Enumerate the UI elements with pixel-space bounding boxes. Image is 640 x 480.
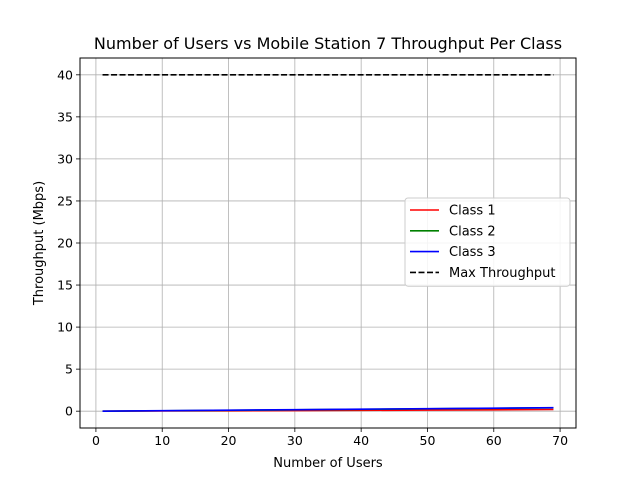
x-tick-label: 0	[92, 433, 100, 448]
y-tick-label: 5	[65, 362, 73, 377]
x-tick-label: 10	[154, 433, 170, 448]
y-tick-label: 40	[57, 67, 73, 82]
x-tick-label: 40	[353, 433, 369, 448]
legend-label: Max Throughput	[449, 266, 556, 281]
y-tick-label: 35	[57, 109, 73, 124]
legend-label: Class 3	[449, 245, 496, 260]
axis-ticks: 0 10 20 30 40 50 60 70 0 5 10 15 20 25 30 35 40	[57, 67, 568, 448]
y-tick-label: 15	[57, 278, 73, 293]
y-tick-label: 10	[57, 320, 73, 335]
y-tick-label: 0	[65, 404, 73, 419]
y-tick-label: 30	[57, 151, 73, 166]
x-tick-label: 50	[420, 433, 436, 448]
x-tick-label: 20	[221, 433, 237, 448]
legend-box	[404, 197, 571, 287]
chart-title: Number of Users vs Mobile Station 7 Thro…	[94, 34, 562, 53]
x-tick-label: 70	[552, 433, 568, 448]
legend-label: Class 1	[449, 204, 496, 219]
legend-label: Class 2	[449, 224, 496, 239]
series-line-class-3	[102, 406, 554, 412]
y-tick-label: 20	[57, 236, 73, 251]
x-axis-label: Number of Users	[273, 456, 383, 471]
y-tick-label: 25	[57, 193, 73, 208]
series-lines	[102, 74, 554, 412]
legend: Class 1 Class 2 Class 3 Max Throughput	[404, 197, 571, 287]
y-axis-label: Throughput (Mbps)	[32, 181, 47, 306]
x-tick-label: 30	[287, 433, 303, 448]
x-tick-label: 60	[486, 433, 502, 448]
